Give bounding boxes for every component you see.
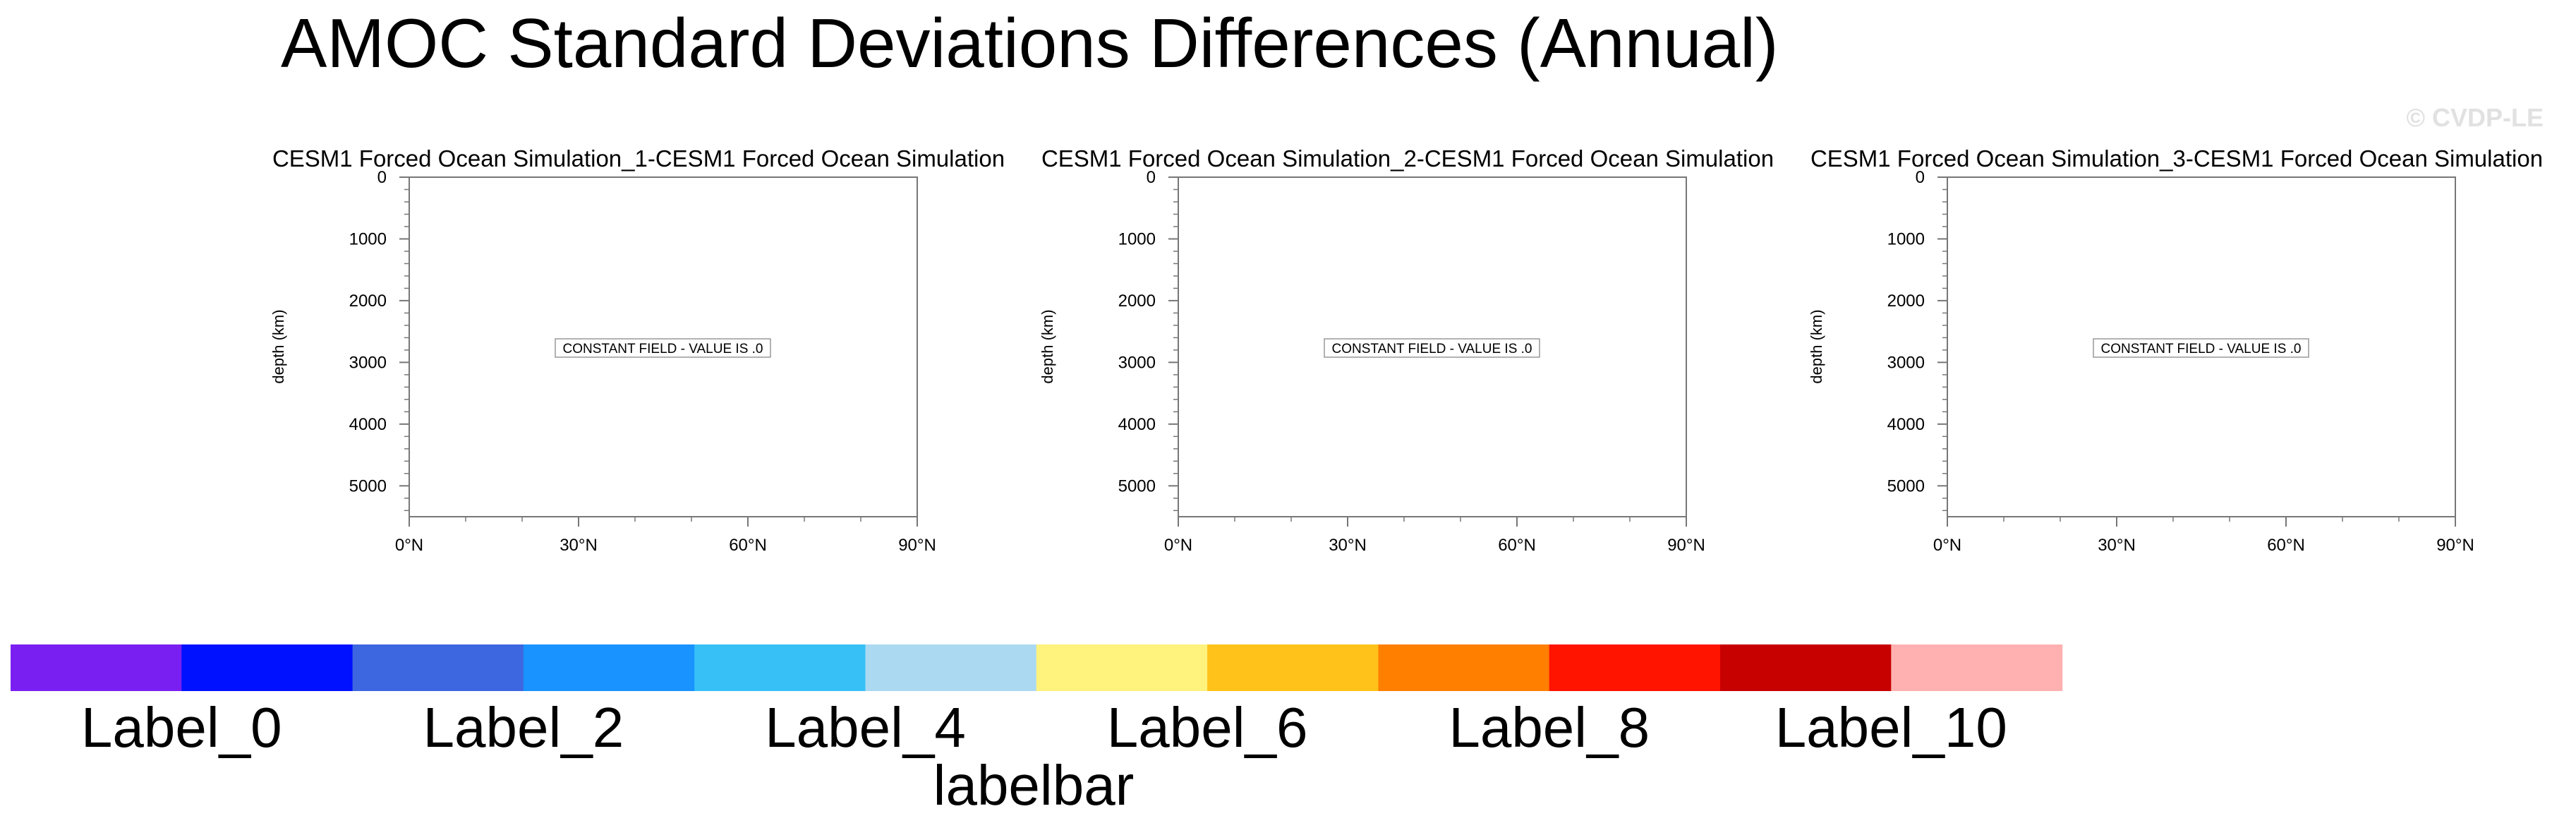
x-tick-label: 30°N [1329,536,1367,555]
labelbar-title: labelbar [933,754,1135,817]
y-tick-label: 1000 [1887,229,1925,248]
y-tick-label: 0 [377,168,387,187]
y-axis-label: depth (km) [1808,309,1825,383]
labelbar-box [1207,644,1379,691]
labelbar-box [352,644,524,691]
labelbar-box [11,644,182,691]
labelbar-box [523,644,695,691]
x-tick-label: 0°N [395,536,423,555]
x-tick-label: 60°N [2267,536,2305,555]
panel-title: CESM1 Forced Ocean Simulation_2-CESM1 Fo… [1041,145,1774,172]
labelbar-box [1378,644,1550,691]
constant-field-annotation: CONSTANT FIELD - VALUE IS .0 [555,338,771,358]
annotation-box [555,338,771,358]
labelbar-box [1720,644,1892,691]
y-tick-label: 4000 [1118,415,1156,434]
y-axis-label: depth (km) [270,309,287,383]
annotation-box [1324,338,1540,358]
y-tick-label: 5000 [349,476,387,496]
y-tick-label: 3000 [349,353,387,372]
labelbar-box [1036,644,1208,691]
x-tick-label: 90°N [1667,536,1705,555]
plot-frame [1947,176,2456,517]
x-tick-label: 60°N [729,536,767,555]
x-tick-label: 90°N [2436,536,2474,555]
panel-title: CESM1 Forced Ocean Simulation_3-CESM1 Fo… [1810,145,2543,172]
labelbar-label: Label_10 [1775,696,2007,759]
plot-frame [1178,176,1687,517]
x-tick-label: 90°N [898,536,936,555]
x-tick-label: 30°N [2098,536,2136,555]
annotation-box [2093,338,2309,358]
labelbar-label: Label_8 [1449,696,1650,759]
labelbar-label: Label_0 [81,696,282,759]
constant-field-annotation: CONSTANT FIELD - VALUE IS .0 [2093,338,2309,358]
x-tick-label: 0°N [1933,536,1961,555]
y-tick-label: 3000 [1118,353,1156,372]
panel-title: CESM1 Forced Ocean Simulation_1-CESM1 Fo… [272,145,1005,172]
y-tick-label: 2000 [1887,292,1925,311]
panel-2: CESM1 Forced Ocean Simulation_2-CESM1 Fo… [1039,145,1774,555]
y-tick-label: 4000 [1887,415,1925,434]
y-tick-label: 1000 [349,229,387,248]
y-tick-label: 3000 [1887,353,1925,372]
labelbar-label: Label_2 [423,696,624,759]
watermark: © CVDP-LE [2406,103,2544,132]
y-tick-label: 5000 [1887,476,1925,496]
annotation-text: CONSTANT FIELD - VALUE IS .0 [562,342,763,356]
x-tick-label: 0°N [1164,536,1192,555]
y-tick-label: 1000 [1118,229,1156,248]
labelbar-box [694,644,866,691]
y-tick-label: 5000 [1118,476,1156,496]
labelbar-box [1891,644,2063,691]
constant-field-annotation: CONSTANT FIELD - VALUE IS .0 [1324,338,1540,358]
labelbar-box [865,644,1037,691]
x-tick-label: 30°N [560,536,598,555]
annotation-text: CONSTANT FIELD - VALUE IS .0 [1331,342,1532,356]
labelbar-label: Label_6 [1107,696,1308,759]
y-tick-label: 4000 [349,415,387,434]
x-tick-label: 60°N [1498,536,1536,555]
y-tick-label: 0 [1147,168,1156,187]
panel-1: CESM1 Forced Ocean Simulation_1-CESM1 Fo… [270,145,1005,555]
plot-frame [409,176,918,517]
main-title: AMOC Standard Deviations Differences (An… [281,4,1779,82]
y-tick-label: 0 [1916,168,1925,187]
labelbar-label: Label_4 [765,696,966,759]
y-tick-label: 2000 [349,292,387,311]
labelbar-box [1549,644,1721,691]
panels: CESM1 Forced Ocean Simulation_1-CESM1 Fo… [270,145,2543,555]
annotation-text: CONSTANT FIELD - VALUE IS .0 [2100,342,2301,356]
labelbar: Label_0 Label_2 Label_4 Label_6 Label_8 Label… [11,644,2063,817]
y-axis-label: depth (km) [1039,309,1056,383]
panel-3: CESM1 Forced Ocean Simulation_3-CESM1 Fo… [1808,145,2543,555]
labelbar-box [181,644,353,691]
y-tick-label: 2000 [1118,292,1156,311]
